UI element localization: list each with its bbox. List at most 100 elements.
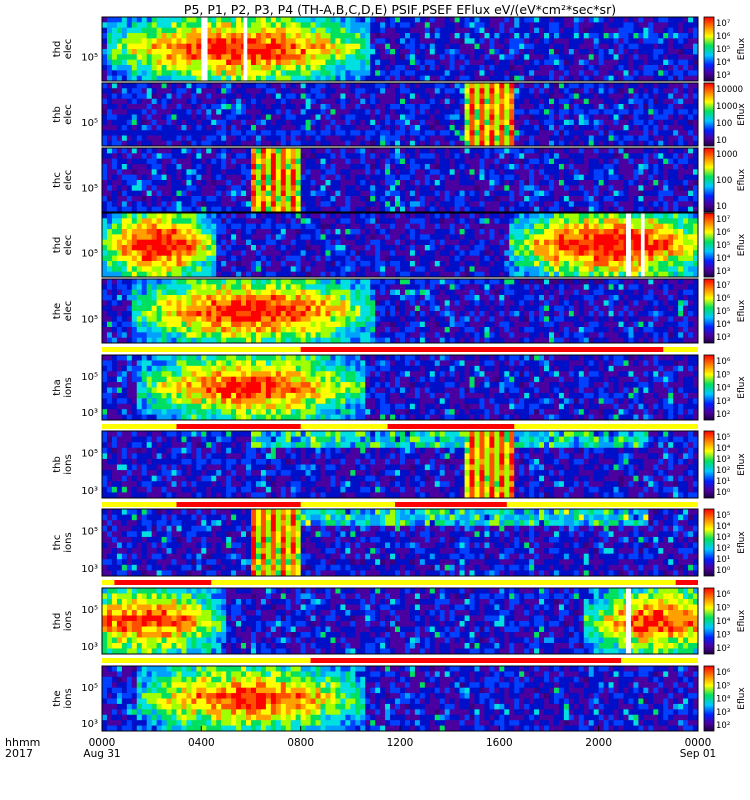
spectrogram-cell (146, 88, 153, 94)
spectrogram-cell (290, 93, 297, 100)
spectrogram-cell (539, 75, 545, 82)
spectrogram-cell (613, 65, 619, 71)
spectrogram-cell (395, 164, 401, 170)
spectrogram-cell (553, 164, 560, 170)
spectrogram-cell (350, 271, 356, 278)
spectrogram-cell (121, 125, 128, 131)
spectrogram-cell (255, 164, 262, 170)
spectrogram-cell (534, 190, 540, 197)
spectrogram-cell (260, 38, 267, 45)
spectrogram-cell (688, 125, 694, 131)
spectrogram-cell (544, 185, 550, 192)
spectrogram-cell (102, 33, 108, 39)
spectrogram-cell (390, 140, 396, 147)
spectrogram-cell (663, 130, 669, 136)
spectrogram-cell (683, 83, 689, 89)
spectrogram-cell (598, 125, 605, 131)
spectrogram-cell (166, 158, 172, 165)
spectrogram-cell (544, 148, 550, 154)
spectrogram-cell (648, 125, 654, 131)
spectrogram-cell (688, 104, 694, 110)
spectrogram-cell (479, 135, 485, 142)
spectrogram-cell (211, 239, 217, 246)
spectrogram-cell (325, 255, 331, 262)
spectrogram-cell (365, 65, 371, 71)
spectrogram-cell (529, 75, 535, 82)
spectrogram-cell (126, 201, 133, 208)
spectrogram-cell (414, 98, 421, 105)
spectrogram-cell (494, 174, 500, 181)
spectrogram-cell (489, 201, 495, 208)
spectrogram-cell (265, 174, 272, 181)
spectrogram-cell (494, 54, 500, 61)
spectrogram-cell (365, 164, 371, 170)
spectrogram-cell (102, 250, 108, 257)
spectrogram-cell (553, 38, 560, 45)
spectrogram-cell (171, 65, 177, 71)
spectrogram-cell (593, 130, 600, 136)
spectrogram-cell (549, 38, 555, 45)
spectrogram-cell (653, 75, 659, 82)
spectrogram-cell (116, 109, 123, 115)
spectrogram-cell (211, 98, 217, 105)
spectrogram-cell (206, 239, 212, 246)
spectrogram-cell (400, 158, 406, 165)
spectrogram-cell (395, 88, 401, 94)
spectrogram-cell (568, 22, 575, 29)
spectrogram-cell (524, 93, 530, 100)
spectrogram-cell (176, 140, 182, 147)
spectrogram-cell (360, 239, 366, 246)
spectrogram-cell (524, 38, 530, 45)
spectrogram-cell (385, 104, 391, 110)
spectrogram-cell (320, 114, 326, 121)
spectrogram-cell (251, 239, 257, 246)
spectrogram-cell (275, 49, 282, 55)
spectrogram-cell (529, 135, 535, 142)
spectrogram-cell (290, 130, 297, 136)
spectrogram-cell (380, 185, 386, 192)
spectrogram-cell (285, 245, 292, 251)
spectrogram-cell (593, 158, 600, 165)
spectrogram-cell (558, 125, 565, 131)
spectrogram-cell (221, 239, 227, 246)
spectrogram-cell (121, 158, 128, 165)
spectrogram-cell (370, 88, 376, 94)
spectrogram-cell (484, 65, 490, 71)
spectrogram-cell (280, 190, 287, 197)
spectrogram-cell (320, 174, 326, 181)
spectrogram-cell (221, 261, 227, 267)
spectrogram-cell (693, 70, 699, 77)
spectrogram-cell (300, 148, 307, 154)
spectrogram-cell (583, 93, 590, 100)
spectrogram-cell (355, 201, 361, 208)
spectrogram-cell (578, 114, 585, 121)
spectrogram-cell (280, 70, 287, 77)
spectrogram-cell (474, 22, 480, 29)
spectrogram-cell (375, 174, 381, 181)
spectrogram-cell (116, 135, 123, 142)
spectrogram-cell (226, 180, 232, 186)
spectrogram-cell (285, 140, 292, 147)
spectrogram-cell (678, 153, 684, 160)
spectrogram-cell (156, 271, 162, 278)
spectrogram-cell (578, 43, 585, 50)
spectrogram-cell (504, 164, 510, 170)
spectrogram-cell (519, 59, 525, 66)
spectrogram-cell (186, 266, 192, 273)
spectrogram-cell (613, 196, 619, 202)
spectrogram-cell (156, 93, 162, 100)
spectrogram-cell (226, 218, 232, 225)
spectrogram-cell (126, 22, 133, 29)
spectrogram-cell (663, 93, 669, 100)
spectrogram-cell (524, 83, 530, 89)
spectrogram-cell (558, 153, 565, 160)
spectrogram-cell (300, 229, 307, 235)
spectrogram-cell (643, 185, 649, 192)
spectrogram-cell (251, 22, 257, 29)
spectrogram-cell (126, 148, 133, 154)
spectrogram-cell (196, 22, 202, 29)
spectrogram-cell (310, 114, 316, 121)
spectrogram-cell (330, 104, 336, 110)
spectrogram-cell (161, 135, 167, 142)
spectrogram-cell (265, 17, 272, 23)
